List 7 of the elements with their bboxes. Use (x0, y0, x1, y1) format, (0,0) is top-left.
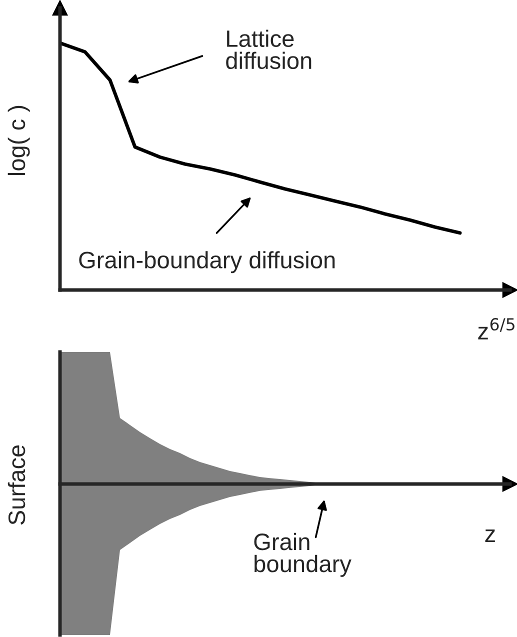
x-axis-title: z$^{6/5}$ (478, 318, 514, 340)
y-axis-title: log( c ) (8, 106, 30, 176)
annotation: Grain-boundary diffusion (79, 251, 335, 274)
annotation: Grain boundary (254, 532, 352, 577)
x-axis-title: z (485, 530, 495, 542)
annotation: Lattice diffusion (226, 30, 312, 70)
y-axis-title: Surface (8, 445, 26, 525)
